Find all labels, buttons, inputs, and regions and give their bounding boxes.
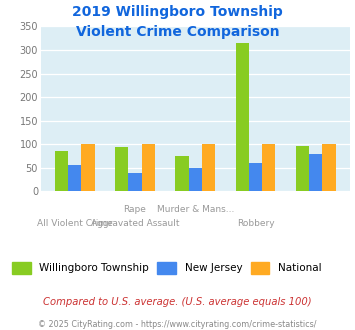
Text: Compared to U.S. average. (U.S. average equals 100): Compared to U.S. average. (U.S. average …: [43, 297, 312, 307]
Text: Murder & Mans...: Murder & Mans...: [157, 205, 234, 214]
Bar: [115, 147, 129, 191]
Text: Robbery: Robbery: [237, 219, 274, 228]
Legend: Willingboro Township, New Jersey, National: Willingboro Township, New Jersey, Nation…: [12, 262, 321, 274]
Bar: [68, 165, 81, 191]
Bar: [309, 154, 322, 191]
Text: All Violent Crime: All Violent Crime: [37, 219, 113, 228]
Bar: [81, 144, 95, 191]
Text: 2019 Willingboro Township: 2019 Willingboro Township: [72, 5, 283, 19]
Bar: [296, 146, 309, 191]
Bar: [55, 151, 68, 191]
Bar: [322, 144, 335, 191]
Text: Rape: Rape: [124, 205, 146, 214]
Bar: [249, 163, 262, 191]
Bar: [262, 144, 275, 191]
Text: Violent Crime Comparison: Violent Crime Comparison: [76, 25, 279, 39]
Text: © 2025 CityRating.com - https://www.cityrating.com/crime-statistics/: © 2025 CityRating.com - https://www.city…: [38, 320, 317, 329]
Bar: [142, 144, 155, 191]
Text: Aggravated Assault: Aggravated Assault: [91, 219, 179, 228]
Bar: [189, 168, 202, 191]
Bar: [129, 173, 142, 191]
Bar: [175, 156, 189, 191]
Bar: [202, 144, 215, 191]
Bar: [236, 43, 249, 191]
